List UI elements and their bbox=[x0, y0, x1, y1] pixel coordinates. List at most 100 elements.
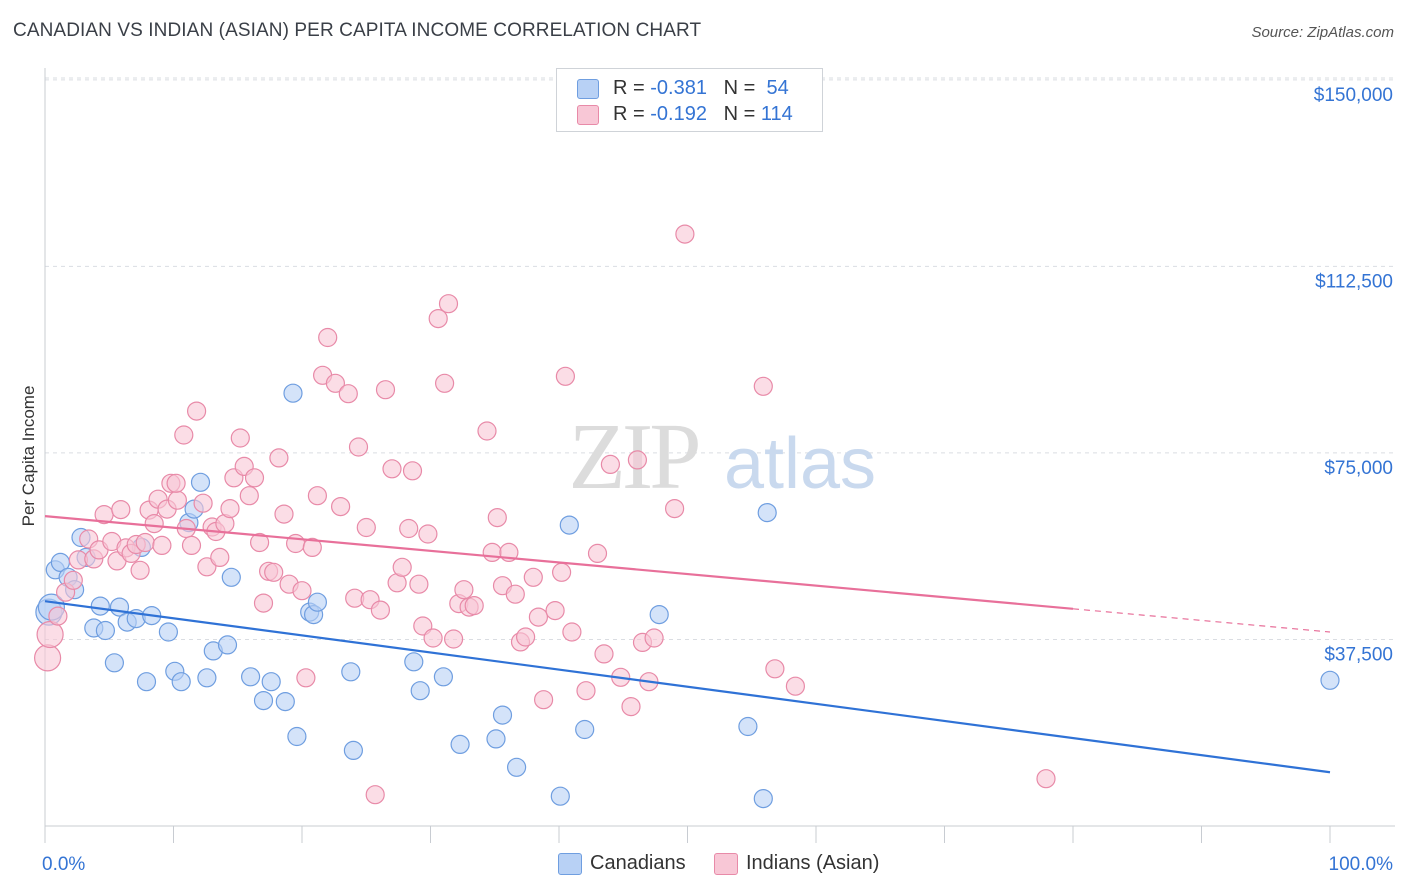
point-indians bbox=[600, 454, 621, 474]
point-indians bbox=[528, 607, 549, 627]
legend-swatch-pink bbox=[577, 105, 599, 125]
point-indians bbox=[144, 513, 164, 534]
point-indians bbox=[292, 581, 312, 601]
legend-label-indians: Indians (Asian) bbox=[746, 852, 880, 874]
point-canadians bbox=[450, 734, 470, 755]
point-canadians bbox=[136, 672, 157, 692]
point-canadians bbox=[275, 691, 295, 712]
point-indians bbox=[220, 499, 240, 519]
point-indians bbox=[302, 537, 322, 558]
legend-r-value: -0.381 bbox=[650, 77, 707, 99]
legend-n-label: N = bbox=[723, 77, 761, 99]
point-canadians bbox=[261, 672, 281, 692]
point-canadians bbox=[283, 383, 303, 403]
point-indians bbox=[166, 473, 186, 493]
point-indians bbox=[230, 428, 250, 448]
point-indians bbox=[399, 518, 419, 539]
point-canadians bbox=[575, 719, 595, 740]
point-indians bbox=[264, 562, 284, 582]
point-indians bbox=[135, 532, 155, 553]
point-indians bbox=[644, 628, 664, 648]
y-tick-label: $150,000 bbox=[1314, 85, 1393, 106]
point-canadians bbox=[171, 672, 191, 692]
point-indians bbox=[356, 517, 376, 538]
point-indians bbox=[244, 468, 265, 488]
legend-r-label: R = bbox=[613, 77, 651, 99]
point-indians bbox=[167, 490, 187, 510]
trend-line-canadians bbox=[44, 600, 1331, 774]
y-tick-label: $37,500 bbox=[1324, 644, 1393, 665]
x-tick-label-min: 0.0% bbox=[42, 854, 85, 875]
stats-legend: R = -0.381 N = 54 R = -0.192 N = 114 bbox=[556, 68, 823, 132]
point-canadians bbox=[506, 757, 527, 777]
point-indians bbox=[482, 542, 502, 563]
point-canadians bbox=[341, 662, 361, 682]
point-canadians bbox=[757, 502, 777, 523]
point-indians bbox=[533, 690, 554, 710]
point-indians bbox=[365, 785, 385, 805]
point-canadians bbox=[217, 635, 238, 655]
point-indians bbox=[664, 499, 685, 519]
point-indians bbox=[477, 421, 497, 441]
point-indians bbox=[181, 535, 202, 556]
point-indians bbox=[210, 547, 230, 568]
point-indians bbox=[418, 524, 438, 544]
trend-line-indians bbox=[44, 515, 1074, 610]
point-indians bbox=[487, 507, 507, 528]
source-label: Source: ZipAtlas.com bbox=[1251, 24, 1394, 41]
point-canadians bbox=[221, 567, 241, 587]
point-indians bbox=[193, 493, 213, 513]
watermark-atlas: atlas bbox=[724, 424, 876, 504]
point-indians bbox=[523, 567, 543, 587]
legend-r-label: R = bbox=[613, 103, 651, 125]
point-indians bbox=[331, 497, 351, 517]
grid-lines bbox=[45, 77, 1395, 640]
point-indians bbox=[382, 459, 402, 479]
point-indians bbox=[587, 543, 608, 564]
y-tick-label: $75,000 bbox=[1324, 458, 1393, 479]
point-indians bbox=[48, 606, 68, 626]
y-axis-label: Per Capita Income bbox=[19, 386, 38, 527]
legend-swatch-blue bbox=[558, 853, 582, 875]
point-canadians bbox=[559, 515, 579, 535]
point-indians bbox=[250, 532, 270, 553]
point-indians bbox=[423, 628, 443, 648]
trend-lines bbox=[44, 515, 1331, 774]
point-indians bbox=[428, 309, 448, 329]
point-indians bbox=[197, 557, 217, 577]
point-canadians bbox=[410, 681, 430, 701]
point-indians bbox=[348, 437, 369, 457]
point-indians bbox=[515, 627, 536, 647]
point-indians bbox=[785, 676, 806, 696]
tick-labels: $37,500 $75,000 $112,500 $150,000 0.0% 100.0% bbox=[42, 85, 1393, 875]
point-indians bbox=[325, 373, 345, 393]
point-canadians bbox=[486, 729, 506, 749]
point-indians bbox=[111, 500, 131, 520]
point-canadians bbox=[95, 620, 116, 641]
point-indians bbox=[464, 595, 484, 616]
axes bbox=[44, 68, 1395, 843]
point-indians bbox=[239, 486, 259, 506]
point-indians bbox=[253, 593, 274, 613]
legend-swatch-blue bbox=[577, 79, 599, 99]
point-canadians bbox=[738, 716, 758, 737]
point-canadians bbox=[158, 622, 178, 642]
point-indians bbox=[454, 580, 474, 600]
point-indians bbox=[621, 696, 641, 717]
point-indians bbox=[318, 327, 338, 348]
point-indians bbox=[675, 224, 695, 244]
legend-n-value: 114 bbox=[760, 103, 793, 125]
point-canadians bbox=[433, 667, 453, 687]
point-indians bbox=[63, 570, 83, 590]
point-canadians bbox=[307, 592, 327, 612]
point-indians bbox=[370, 600, 390, 620]
legend-label-canadians: Canadians bbox=[590, 852, 686, 874]
point-indians bbox=[576, 681, 596, 701]
point-indians bbox=[545, 600, 565, 621]
legend-r-value: -0.192 bbox=[650, 103, 707, 125]
point-indians bbox=[274, 504, 294, 524]
point-canadians bbox=[190, 472, 211, 492]
legend-swatch-pink bbox=[714, 853, 738, 875]
point-canadians bbox=[241, 667, 261, 687]
